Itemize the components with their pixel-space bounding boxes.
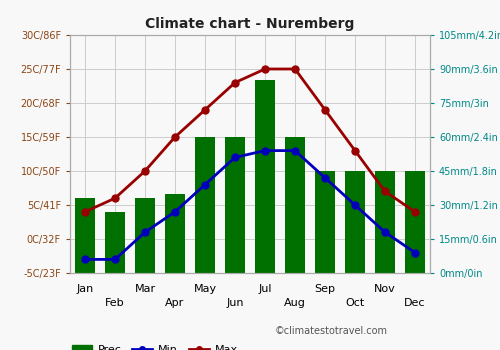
Text: Jul: Jul <box>258 284 272 294</box>
Bar <box>135 198 155 273</box>
Bar <box>405 171 425 273</box>
Bar <box>105 212 125 273</box>
Text: Oct: Oct <box>346 298 364 308</box>
Text: Mar: Mar <box>134 284 156 294</box>
Text: May: May <box>194 284 216 294</box>
Text: Aug: Aug <box>284 298 306 308</box>
Text: Nov: Nov <box>374 284 396 294</box>
Bar <box>345 171 365 273</box>
Bar <box>75 198 95 273</box>
Bar <box>256 80 275 273</box>
Text: Jun: Jun <box>226 298 244 308</box>
Bar <box>316 171 335 273</box>
Text: Feb: Feb <box>105 298 125 308</box>
Bar <box>195 137 215 273</box>
Bar <box>225 137 245 273</box>
Bar <box>285 137 305 273</box>
Text: Apr: Apr <box>166 298 184 308</box>
Text: Sep: Sep <box>314 284 336 294</box>
Title: Climate chart - Nuremberg: Climate chart - Nuremberg <box>146 17 354 31</box>
Legend: Prec, Min, Max: Prec, Min, Max <box>72 345 237 350</box>
Text: Dec: Dec <box>404 298 426 308</box>
Text: Jan: Jan <box>76 284 94 294</box>
Bar <box>375 171 395 273</box>
Text: ©climatestotravel.com: ©climatestotravel.com <box>275 326 388 336</box>
Bar <box>165 194 185 273</box>
